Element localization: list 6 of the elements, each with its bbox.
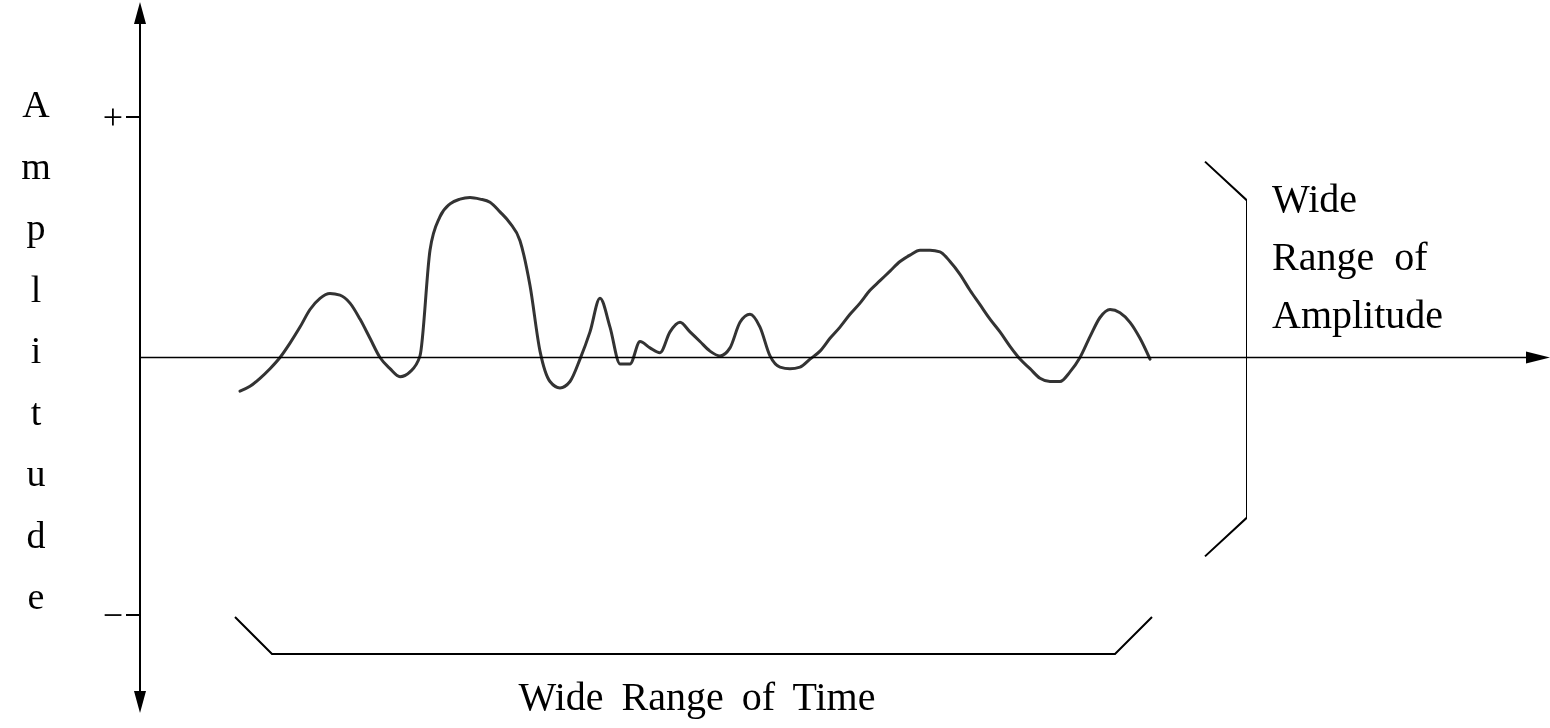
text: Amplitude	[21, 83, 51, 617]
text: Wide Range of Time	[518, 674, 876, 719]
text: Wide Range of	[1272, 176, 1428, 279]
y-axis-title: Amplitude	[1272, 292, 1444, 337]
text: +	[102, 97, 124, 137]
text: −	[102, 595, 124, 635]
